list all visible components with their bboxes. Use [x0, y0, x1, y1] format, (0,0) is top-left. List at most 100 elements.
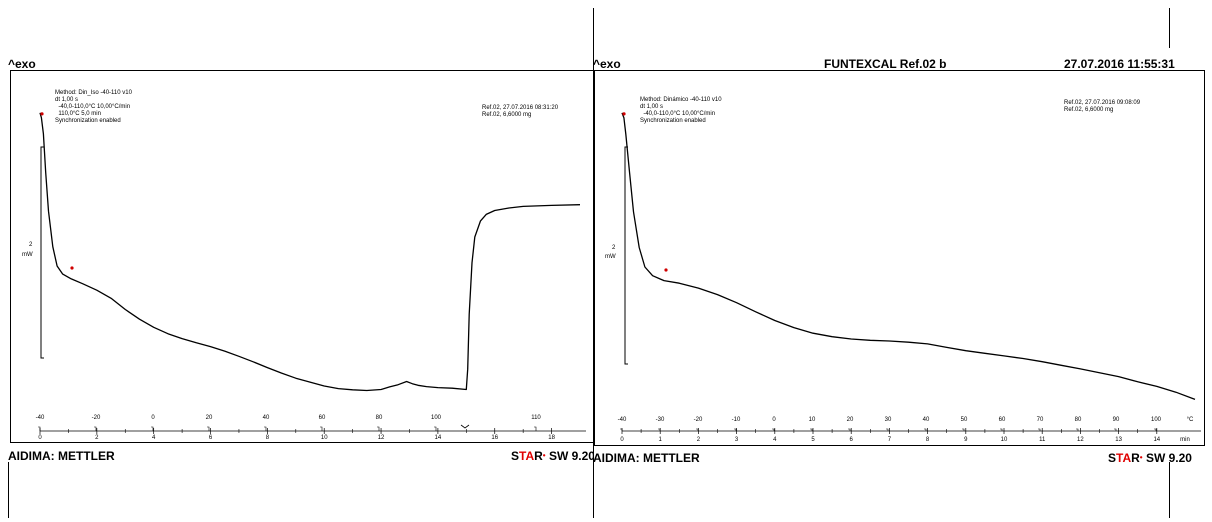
- temp-tick: [434, 426, 437, 431]
- temp-tick: [1114, 428, 1117, 431]
- temp-tick-label: 80: [376, 415, 383, 421]
- temp-tick: [772, 428, 775, 431]
- temp-tick: [1038, 428, 1041, 431]
- time-tick-label: 9: [964, 437, 968, 443]
- temp-tick-label: 80: [1075, 417, 1082, 423]
- temp-tick-label: -10: [732, 417, 741, 423]
- time-tick-label: 14: [1153, 437, 1160, 443]
- time-tick-label: 1: [659, 437, 663, 443]
- temp-tick-label: 0: [772, 417, 776, 423]
- temp-tick-label: -20: [92, 415, 101, 421]
- temp-tick-label: 90: [1113, 417, 1120, 423]
- start-marker: [622, 112, 626, 116]
- temp-tick: [658, 428, 661, 431]
- scale-value: 2: [29, 242, 33, 248]
- time-tick-label: 2: [697, 437, 701, 443]
- time-tick-label: 6: [850, 437, 854, 443]
- temp-tick: [1000, 428, 1003, 431]
- temp-tick-label: 40: [263, 415, 270, 421]
- time-tick-label: 0: [38, 435, 42, 441]
- separator-line: [1169, 462, 1170, 518]
- temp-tick: [377, 426, 380, 431]
- temp-tick: [924, 428, 927, 431]
- temp-tick-label: 100: [1151, 417, 1162, 423]
- exo-label: ^exo: [593, 57, 621, 71]
- temp-tick-label: 30: [885, 417, 892, 423]
- time-tick-label: 13: [1115, 437, 1122, 443]
- temp-tick-label: 60: [999, 417, 1006, 423]
- temp-tick-label: 50: [961, 417, 968, 423]
- temp-tick-label: 110: [531, 415, 541, 421]
- temp-tick: [94, 426, 97, 431]
- step-marker: [70, 266, 74, 270]
- temp-tick: [886, 428, 889, 431]
- time-tick-label: 12: [1077, 437, 1084, 443]
- temp-tick-label: -40: [36, 415, 45, 421]
- temp-tick-label: 20: [206, 415, 213, 421]
- temp-tick-label: 40: [923, 417, 930, 423]
- time-tick-label: 12: [378, 435, 385, 441]
- method-text: Method: Din_Iso -40-110 v10 dt 1,00 s -40…: [55, 90, 132, 124]
- step-marker: [664, 268, 668, 272]
- separator-line: [8, 462, 9, 518]
- time-tick-label: 10: [321, 435, 328, 441]
- time-tick-label: 4: [773, 437, 777, 443]
- method-text: Method: Dinámico -40-110 v10 dt 1,00 s -4…: [640, 97, 722, 124]
- temp-tick: [207, 426, 210, 431]
- temp-tick-label: 10: [809, 417, 816, 423]
- temp-tick-label: -30: [656, 417, 665, 423]
- reference-text: Ref.02, 27.07.2016 08:31:20 Ref.02, 6,600…: [482, 105, 559, 118]
- temp-tick: [620, 428, 623, 431]
- chart-title: FUNTEXCAL Ref.02 b: [824, 57, 947, 71]
- time-tick-label: 2: [95, 435, 99, 441]
- temp-tick-label: 100: [431, 415, 442, 421]
- plot-frame: [594, 70, 1205, 446]
- time-tick-label: 7: [888, 437, 892, 443]
- star-logo: STAR• SW 9.20: [1108, 451, 1192, 465]
- separator-line: [1169, 8, 1170, 48]
- plot-frame: [10, 70, 594, 443]
- temp-tick-label: °C: [1187, 417, 1194, 423]
- time-tick-label: 8: [926, 437, 930, 443]
- scale-unit: mW: [605, 254, 616, 260]
- scale-value: 2: [612, 245, 616, 251]
- temp-tick-label: 20: [847, 417, 854, 423]
- temp-tick: [734, 428, 737, 431]
- temp-tick: [1154, 428, 1157, 431]
- temp-tick: [38, 426, 41, 431]
- time-tick-label: 18: [548, 435, 555, 441]
- isotherm-marker: [460, 424, 470, 429]
- time-tick-label: 10: [1001, 437, 1008, 443]
- temp-tick-label: 70: [1037, 417, 1044, 423]
- star-logo: STAR• SW 9.20: [511, 449, 593, 463]
- temp-tick: [320, 426, 323, 431]
- temp-tick: [696, 428, 699, 431]
- time-tick-label: 6: [209, 435, 213, 441]
- series-line: [39, 112, 581, 392]
- temp-tick: [1076, 428, 1079, 431]
- temp-tick-label: 60: [319, 415, 326, 421]
- temp-tick-label: -20: [694, 417, 703, 423]
- time-tick-label: 11: [1039, 437, 1046, 443]
- scale-unit: mW: [22, 252, 33, 258]
- temp-tick: [151, 426, 154, 431]
- time-tick-label: 4: [152, 435, 156, 441]
- start-marker: [40, 112, 44, 116]
- time-tick-label: 14: [435, 435, 442, 441]
- reference-text: Ref.02, 27.07.2016 09:08:09 Ref.02, 6,600…: [1064, 100, 1141, 113]
- temp-tick: [810, 428, 813, 431]
- lab-name: AIDIMA: METTLER: [593, 451, 700, 465]
- exo-label: ^exo: [8, 57, 36, 71]
- scale-bracket: [40, 146, 44, 359]
- temp-tick: [848, 428, 851, 431]
- temp-tick: [534, 426, 537, 431]
- datetime-label: 27.07.2016 11:55:31: [1064, 57, 1175, 71]
- time-tick-label: 5: [811, 437, 815, 443]
- time-tick-label: min: [1180, 437, 1190, 443]
- series-line: [621, 112, 1196, 401]
- time-tick-label: 0: [620, 437, 624, 443]
- temp-tick: [264, 426, 267, 431]
- time-tick-label: 3: [735, 437, 739, 443]
- time-tick-label: 8: [266, 435, 270, 441]
